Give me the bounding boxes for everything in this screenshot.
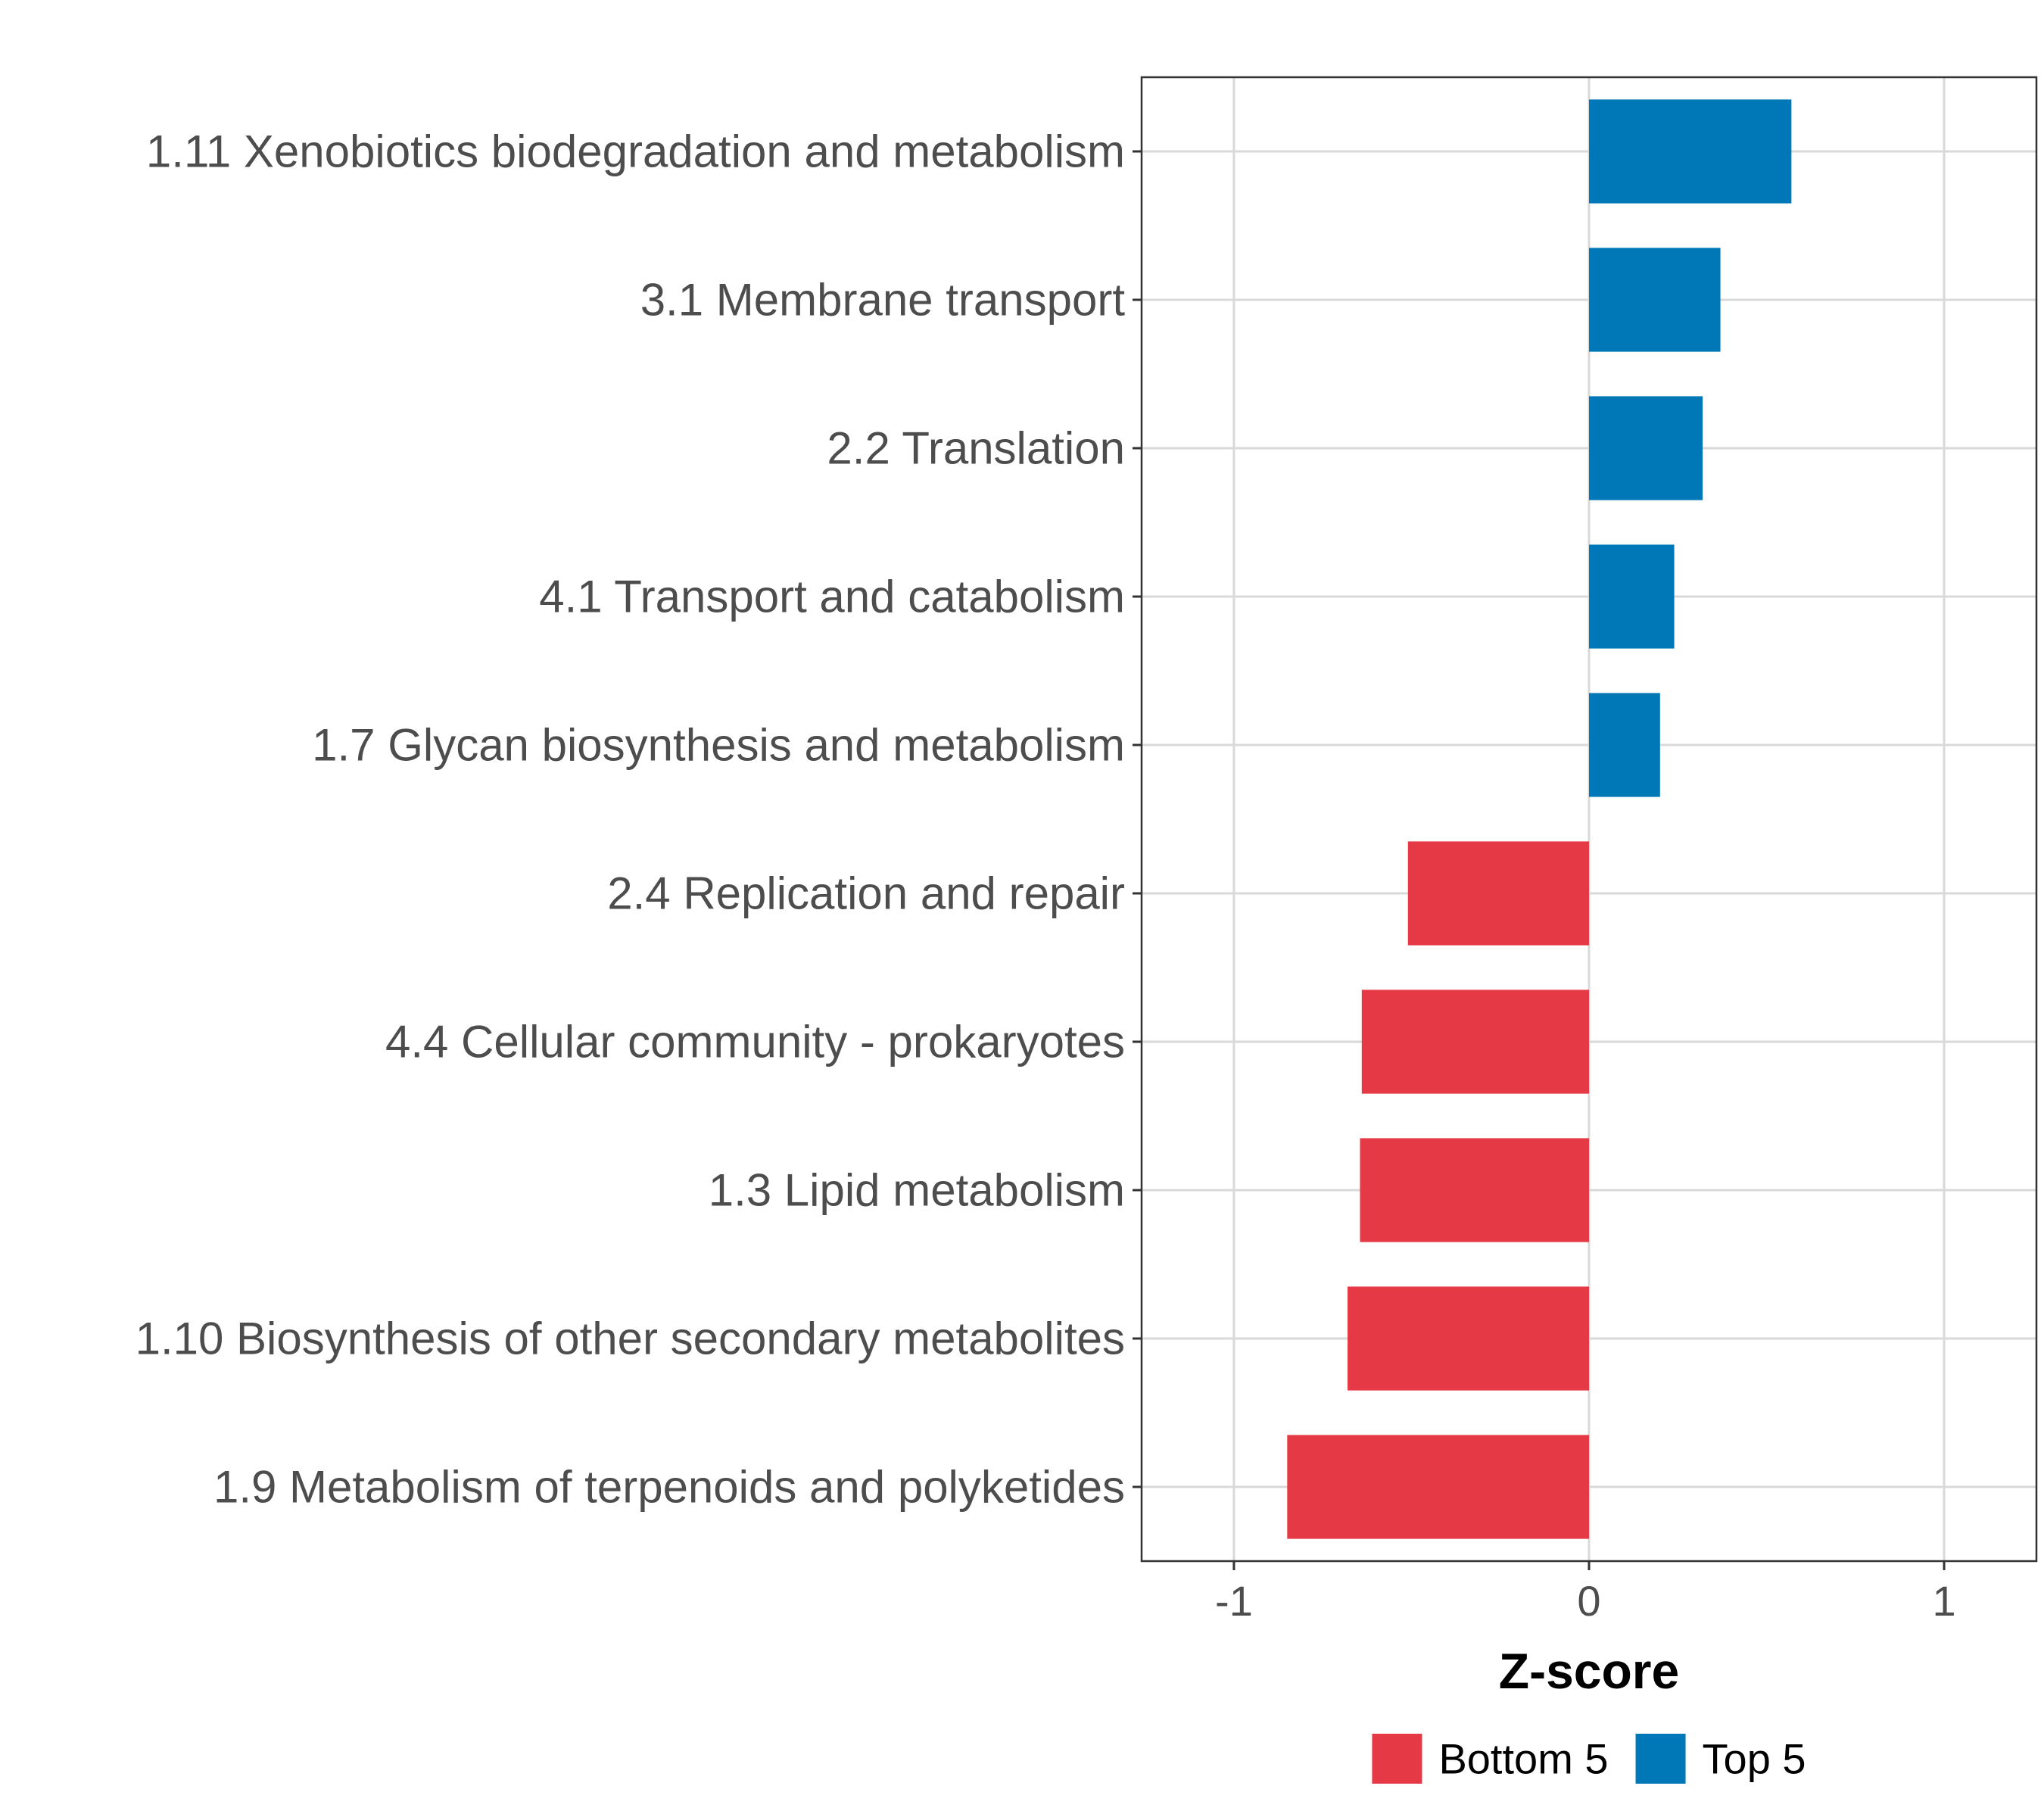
y-tick-label: 1.10 Biosynthesis of other secondary met…	[136, 1314, 1125, 1364]
bars	[1287, 99, 1792, 1539]
y-tick-label: 1.9 Metabolism of terpenoids and polyket…	[213, 1462, 1125, 1513]
bar	[1589, 99, 1792, 204]
bar	[1589, 396, 1703, 500]
y-tick-label: 3.1 Membrane transport	[640, 275, 1126, 326]
bar	[1360, 1138, 1589, 1242]
y-tick-label: 2.2 Translation	[827, 423, 1125, 474]
x-axis-title: Z-score	[1499, 1643, 1679, 1699]
legend-key	[1372, 1734, 1422, 1784]
y-tick-label: 1.7 Glycan biosynthesis and metabolism	[312, 720, 1125, 771]
y-axis-labels: 1.11 Xenobiotics biodegradation and meta…	[136, 126, 1126, 1513]
legend-label: Top 5	[1703, 1735, 1806, 1783]
x-tick-label: -1	[1215, 1577, 1253, 1625]
legend: Bottom 5 Top 5	[1372, 1734, 1806, 1784]
y-tick-label: 1.11 Xenobiotics biodegradation and meta…	[146, 126, 1125, 177]
bar	[1407, 841, 1589, 946]
y-tick-label: 4.4 Cellular community - prokaryotes	[385, 1017, 1125, 1067]
legend-key	[1635, 1734, 1686, 1784]
bar	[1361, 990, 1589, 1094]
y-tick-label: 1.3 Lipid metabolism	[709, 1165, 1125, 1216]
bar	[1287, 1435, 1589, 1539]
y-tick-label: 4.1 Transport and catabolism	[539, 572, 1125, 622]
legend-label: Bottom 5	[1438, 1735, 1608, 1783]
x-tick-label: 1	[1932, 1577, 1955, 1625]
bar	[1589, 248, 1721, 352]
y-tick-label: 2.4 Replication and repair	[607, 868, 1125, 919]
bar	[1589, 544, 1675, 649]
x-tick-label: 0	[1577, 1577, 1600, 1625]
y-axis-ticks	[1133, 150, 1142, 1488]
x-axis-ticks: -1 0 1	[1215, 1561, 1956, 1625]
bar	[1348, 1286, 1589, 1391]
bar	[1589, 693, 1660, 797]
